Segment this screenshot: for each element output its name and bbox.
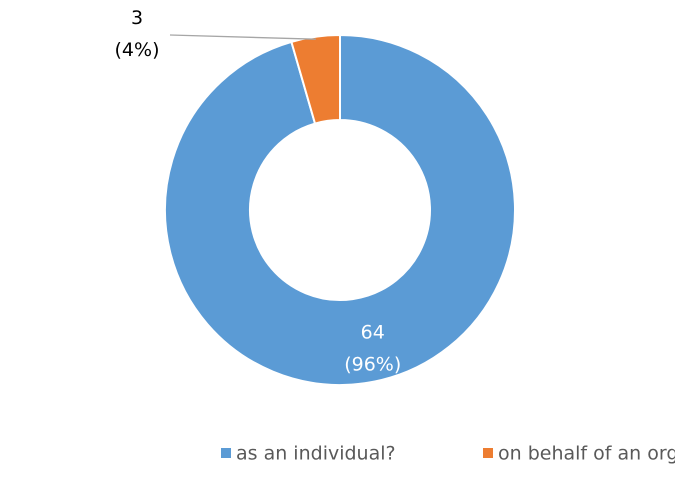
data-label-line: 64 (361, 321, 385, 343)
legend-label: as an individual? (236, 443, 396, 465)
legend-swatch (221, 448, 231, 458)
data-label-line: (4%) (115, 39, 160, 61)
data-label: 3 (4%) (115, 7, 160, 61)
donut-slice (164, 33, 516, 386)
data-label: 64 (96%) (344, 321, 401, 375)
legend-label: on behalf of an organisation? (498, 443, 675, 465)
data-label-line: 3 (131, 7, 143, 29)
leader-line (169, 34, 316, 40)
legend-swatch (483, 448, 493, 458)
data-label-line: (96%) (344, 353, 401, 375)
